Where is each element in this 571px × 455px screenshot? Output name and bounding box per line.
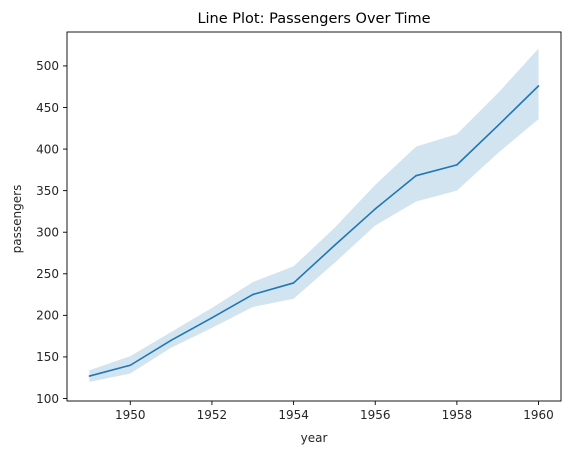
plot-area: [88, 48, 540, 382]
y-tick-label: 150: [36, 350, 59, 364]
y-tick-label: 500: [36, 59, 59, 73]
data-point-1960: [537, 85, 540, 87]
x-tick-label: 1958: [442, 408, 473, 422]
data-point-1959: [496, 124, 499, 127]
x-tick-label: 1950: [115, 408, 146, 422]
y-tick-label: 450: [36, 101, 59, 115]
y-tick-label: 400: [36, 142, 59, 156]
data-point-1950: [129, 364, 132, 367]
y-axis-ticks: 100 150 200 250 300 350 400 450 500: [36, 59, 67, 406]
x-axis-ticks: 1950 1952 1954 1956 1958 1960: [115, 401, 554, 422]
axes-frame: [66, 31, 562, 402]
x-tick-label: 1956: [360, 408, 391, 422]
data-point-1952: [211, 317, 213, 319]
data-point-1958: [456, 164, 458, 166]
chart-title: Line Plot: Passengers Over Time: [197, 11, 430, 27]
series-line-passengers: [89, 85, 540, 377]
data-point-1954: [292, 282, 295, 284]
data-point-1957: [415, 174, 417, 177]
data-point-1953: [251, 293, 254, 296]
x-tick-label: 1952: [197, 408, 228, 422]
y-tick-label: 100: [36, 392, 59, 406]
data-point-1949: [88, 375, 91, 377]
confidence-band: [89, 48, 539, 382]
y-tick-label: 300: [36, 226, 59, 240]
x-tick-label: 1960: [523, 408, 554, 422]
y-tick-label: 200: [36, 309, 59, 323]
data-point-1955: [333, 244, 336, 247]
y-axis-title: passengers: [10, 185, 24, 254]
y-tick-label: 250: [36, 267, 59, 281]
x-axis-title: year: [301, 431, 328, 445]
data-points: [88, 85, 540, 377]
x-tick-label: 1954: [278, 408, 309, 422]
data-point-1951: [170, 339, 172, 342]
y-tick-label: 350: [36, 184, 59, 198]
data-point-1956: [374, 208, 377, 210]
